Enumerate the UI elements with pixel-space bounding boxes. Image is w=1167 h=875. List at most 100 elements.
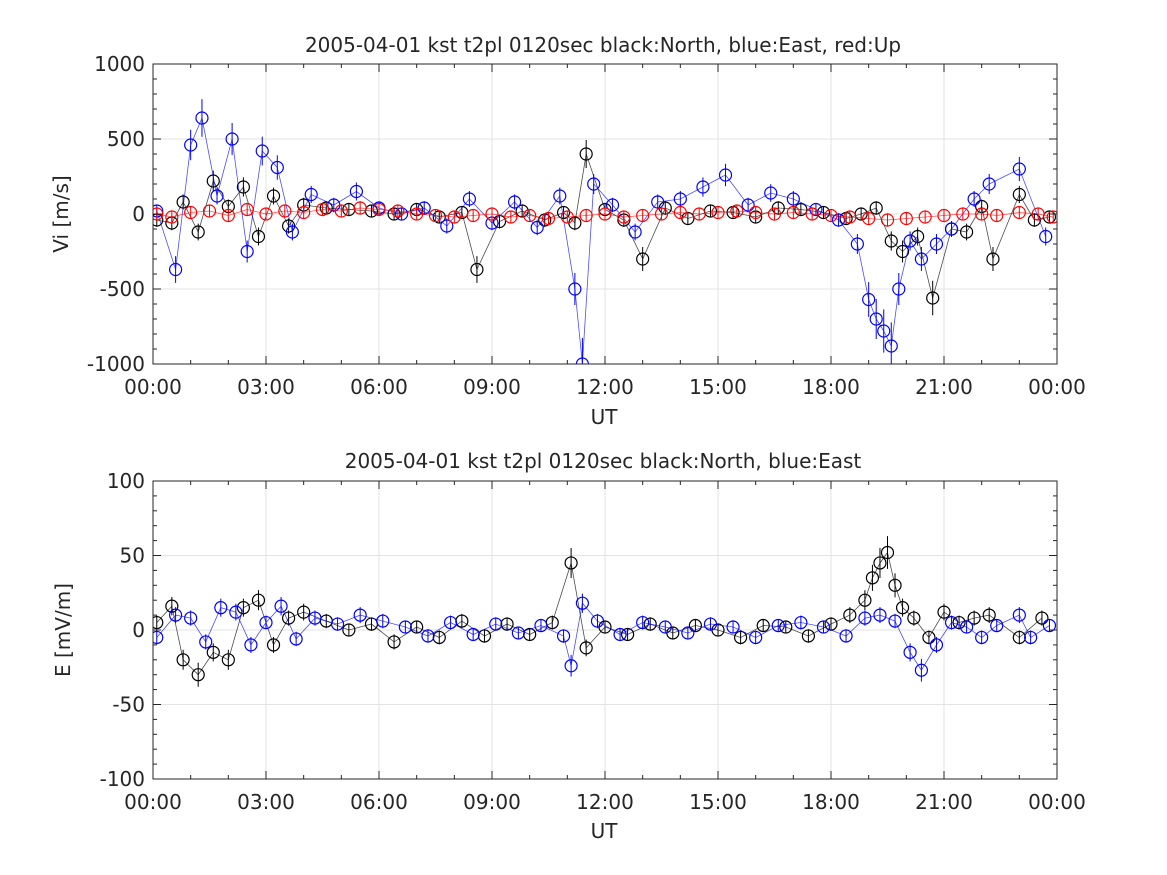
velocity-data-point (967, 192, 981, 206)
electric-field-data-point (914, 663, 929, 677)
velocity-data-point (869, 312, 883, 326)
electric-field-data-point (443, 615, 458, 630)
velocity-data-point (598, 207, 612, 221)
electric-field-data-point (556, 629, 571, 643)
electric-field-y-tick-label: 50 (120, 544, 145, 568)
velocity-data-point (428, 208, 443, 223)
electric-field-data-point (756, 618, 770, 633)
velocity-data-point (349, 184, 363, 199)
velocity-y-tick-label: 0 (132, 202, 145, 226)
velocity-data-point (824, 208, 838, 223)
electric-field-series-1 (153, 593, 1057, 682)
electric-field-data-point (579, 641, 593, 655)
velocity-data-point (195, 111, 209, 125)
velocity-data-point (507, 195, 522, 209)
velocity-data-point (587, 177, 601, 191)
electric-field-x-tick-label: 18:00 (802, 790, 860, 814)
electric-field-data-point (1024, 630, 1038, 645)
velocity-data-point (240, 244, 254, 259)
electric-field-x-tick-label: 21:00 (915, 790, 973, 814)
velocity-data-point (617, 210, 631, 224)
electric-field-data-point (251, 593, 266, 607)
electric-field-data-point (266, 638, 281, 652)
velocity-data-point (605, 198, 620, 212)
velocity-data-point (169, 262, 183, 277)
velocity-series-1 (153, 99, 1053, 364)
electric-field-data-point (688, 618, 703, 633)
electric-field-data-point (259, 615, 273, 630)
electric-field-x-tick-label: 15:00 (689, 790, 747, 814)
electric-field-data-point (534, 618, 548, 633)
velocity-data-point (579, 147, 593, 161)
velocity-data-point (749, 205, 763, 220)
velocity-x-tick-label: 15:00 (689, 375, 747, 399)
velocity-data-point (1031, 207, 1045, 221)
velocity-x-axis-label: UT (591, 405, 619, 429)
velocity-data-point (741, 198, 755, 212)
electric-field-data-point (636, 615, 650, 630)
velocity-data-point (884, 234, 898, 248)
velocity-data-point (718, 168, 733, 182)
electric-field-data-point (944, 615, 959, 630)
electric-field-data-point (975, 630, 989, 645)
velocity-data-point (1012, 162, 1026, 176)
velocity-data-point (914, 252, 929, 266)
velocity-data-point (485, 207, 499, 221)
velocity-x-tick-label: 09:00 (463, 375, 521, 399)
electric-field-y-tick-label: -50 (112, 693, 145, 717)
electric-field-data-point (229, 605, 243, 619)
velocity-data-point (877, 324, 891, 338)
velocity-data-point (975, 207, 989, 221)
velocity-data-point (730, 204, 744, 218)
velocity-data-point (568, 282, 582, 296)
velocity-y-tick-label: -500 (100, 277, 145, 301)
velocity-x-tick-label: 06:00 (350, 375, 408, 399)
velocity-data-point (504, 210, 518, 224)
velocity-data-point (895, 244, 910, 259)
velocity-data-point (353, 201, 367, 215)
electric-field-x-tick-label: 06:00 (350, 790, 408, 814)
electric-field-data-point (387, 635, 401, 649)
velocity-data-point (767, 207, 782, 221)
velocity-x-tick-label: 03:00 (237, 375, 295, 399)
electric-field-data-point (590, 614, 605, 628)
velocity-data-point (786, 192, 800, 206)
velocity-data-point (165, 210, 179, 224)
electric-field-data-point (794, 615, 808, 630)
velocity-data-point (696, 180, 710, 194)
velocity-data-point (270, 160, 284, 175)
electric-field-data-point (1012, 630, 1026, 645)
electric-field-y-tick-label: -100 (100, 767, 145, 791)
velocity-data-point (391, 204, 405, 218)
velocity-data-point (911, 229, 925, 244)
electric-field-y-tick-label: 0 (132, 618, 145, 642)
velocity-data-point (575, 357, 589, 364)
electric-field-x-tick-label: 03:00 (237, 790, 295, 814)
electric-field-data-point (779, 620, 793, 634)
electric-field-data-point (199, 635, 213, 649)
electric-field-data-point (658, 620, 672, 634)
electric-field-data-point (895, 601, 910, 615)
velocity-data-point (297, 205, 311, 220)
velocity-data-point (880, 213, 895, 227)
electric-field-data-point (511, 626, 525, 640)
velocity-data-point (711, 205, 725, 220)
velocity-data-point (892, 282, 906, 296)
electric-field-data-point (982, 608, 996, 622)
electric-field-data-point (153, 615, 164, 630)
electric-field-data-point (839, 629, 853, 643)
electric-field-data-point (865, 571, 880, 585)
electric-field-data-point (937, 605, 951, 619)
electric-field-data-point (564, 556, 578, 570)
velocity-data-point (251, 229, 266, 244)
velocity-data-point (862, 211, 876, 226)
velocity-data-point (944, 222, 959, 236)
electric-field-data-point (398, 620, 412, 634)
electric-field-series-0 (153, 536, 1049, 687)
velocity-data-point (982, 177, 996, 191)
velocity-data-point (184, 138, 198, 152)
electric-field-data-point (165, 599, 179, 613)
velocity-data-point (315, 202, 330, 217)
electric-field-data-point (153, 630, 164, 645)
velocity-data-point (918, 210, 932, 224)
